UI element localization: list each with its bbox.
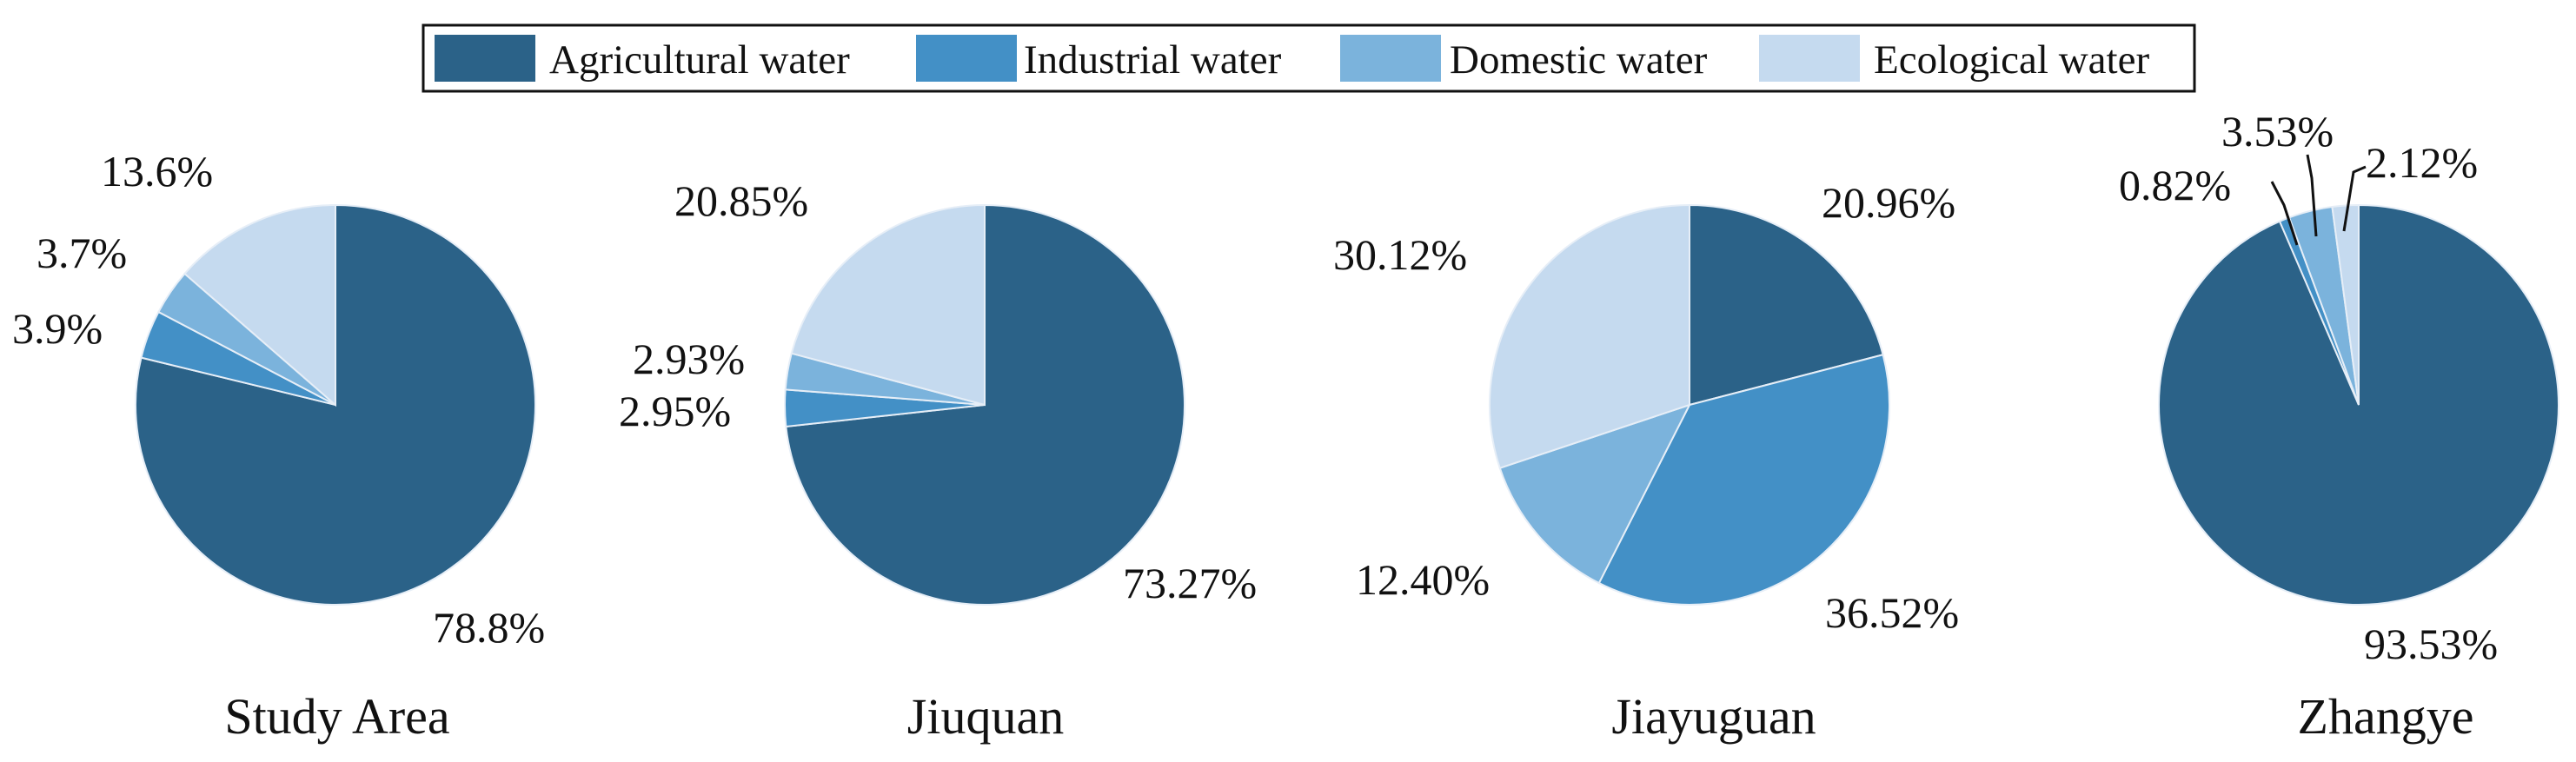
slice-label-jiuquan-industrial: 2.95%: [619, 387, 731, 435]
pie-title-jiayuguan: Jiayuguan: [1611, 688, 1816, 745]
slice-label-study-area-agricultural: 78.8%: [433, 603, 545, 652]
slice-label-jiayuguan-industrial: 36.52%: [1825, 588, 1959, 637]
slice-label-jiuquan-ecological: 20.85%: [674, 176, 808, 225]
pie-jiuquan: 73.27% 2.95% 2.93% 20.85% Jiuquan: [619, 176, 1257, 745]
legend-swatch-domestic: [1340, 35, 1441, 82]
legend-swatch-industrial: [916, 35, 1017, 82]
pie-jiayuguan: 20.96% 36.52% 12.40% 30.12% Jiayuguan: [1333, 178, 1959, 745]
slice-label-zhangye-agricultural: 93.53%: [2364, 620, 2498, 668]
slice-label-jiuquan-domestic: 2.93%: [633, 335, 745, 383]
slice-label-study-area-industrial: 3.9%: [12, 304, 103, 353]
legend-box: [422, 23, 2196, 93]
slice-label-jiayuguan-agricultural: 20.96%: [1822, 178, 1955, 227]
pie-study-area-slices: [135, 203, 536, 606]
legend: Agricultural water Industrial water Dome…: [422, 23, 2196, 93]
pie-slice-study-area-ecological: [183, 203, 336, 408]
pie-title-zhangye: Zhangye: [2298, 688, 2474, 745]
slice-label-zhangye-domestic: 3.53%: [2221, 107, 2334, 156]
pie-slice-jiayuguan-industrial: [1597, 354, 1890, 606]
leader-line-zhangye-ecological: [2342, 165, 2367, 232]
slice-label-study-area-ecological: 13.6%: [101, 147, 213, 195]
slice-label-jiuquan-agricultural: 73.27%: [1123, 559, 1257, 607]
slice-label-jiayuguan-ecological: 30.12%: [1333, 230, 1467, 279]
slice-label-zhangye-industrial: 0.82%: [2119, 161, 2231, 209]
pie-zhangye-slices: [2157, 203, 2559, 606]
pie-slice-jiayuguan-agricultural: [1689, 203, 1884, 407]
legend-swatch-agricultural: [435, 35, 535, 82]
pie-slice-jiuquan-ecological: [790, 203, 986, 407]
pie-study-area: 78.8% 3.9% 3.7% 13.6% Study Area: [12, 147, 545, 745]
leader-line-zhangye-domestic: [2306, 154, 2318, 237]
legend-swatch-ecological: [1759, 35, 1860, 82]
slice-label-study-area-domestic: 3.7%: [37, 229, 127, 277]
pie-title-jiuquan: Jiuquan: [907, 688, 1064, 745]
legend-label-agricultural: Agricultural water: [549, 37, 850, 83]
pie-zhangye: 93.53% 0.82% 3.53% 2.12% Zhangye: [2119, 107, 2559, 745]
pie-slice-jiayuguan-domestic: [1498, 403, 1691, 585]
legend-label-domestic: Domestic water: [1450, 37, 1708, 83]
slice-label-jiayuguan-domestic: 12.40%: [1356, 555, 1490, 604]
pie-jiuquan-slices: [784, 203, 1185, 606]
slice-label-zhangye-ecological: 2.12%: [2366, 138, 2478, 187]
pie-jiayuguan-slices: [1489, 203, 1890, 606]
legend-label-industrial: Industrial water: [1024, 37, 1282, 83]
pie-slice-jiayuguan-ecological: [1489, 203, 1690, 469]
pie-title-study-area: Study Area: [224, 688, 449, 745]
pie-slice-zhangye-ecological: [2331, 203, 2360, 406]
leader-line-zhangye-industrial: [2270, 181, 2299, 246]
legend-label-ecological: Ecological water: [1874, 37, 2149, 83]
